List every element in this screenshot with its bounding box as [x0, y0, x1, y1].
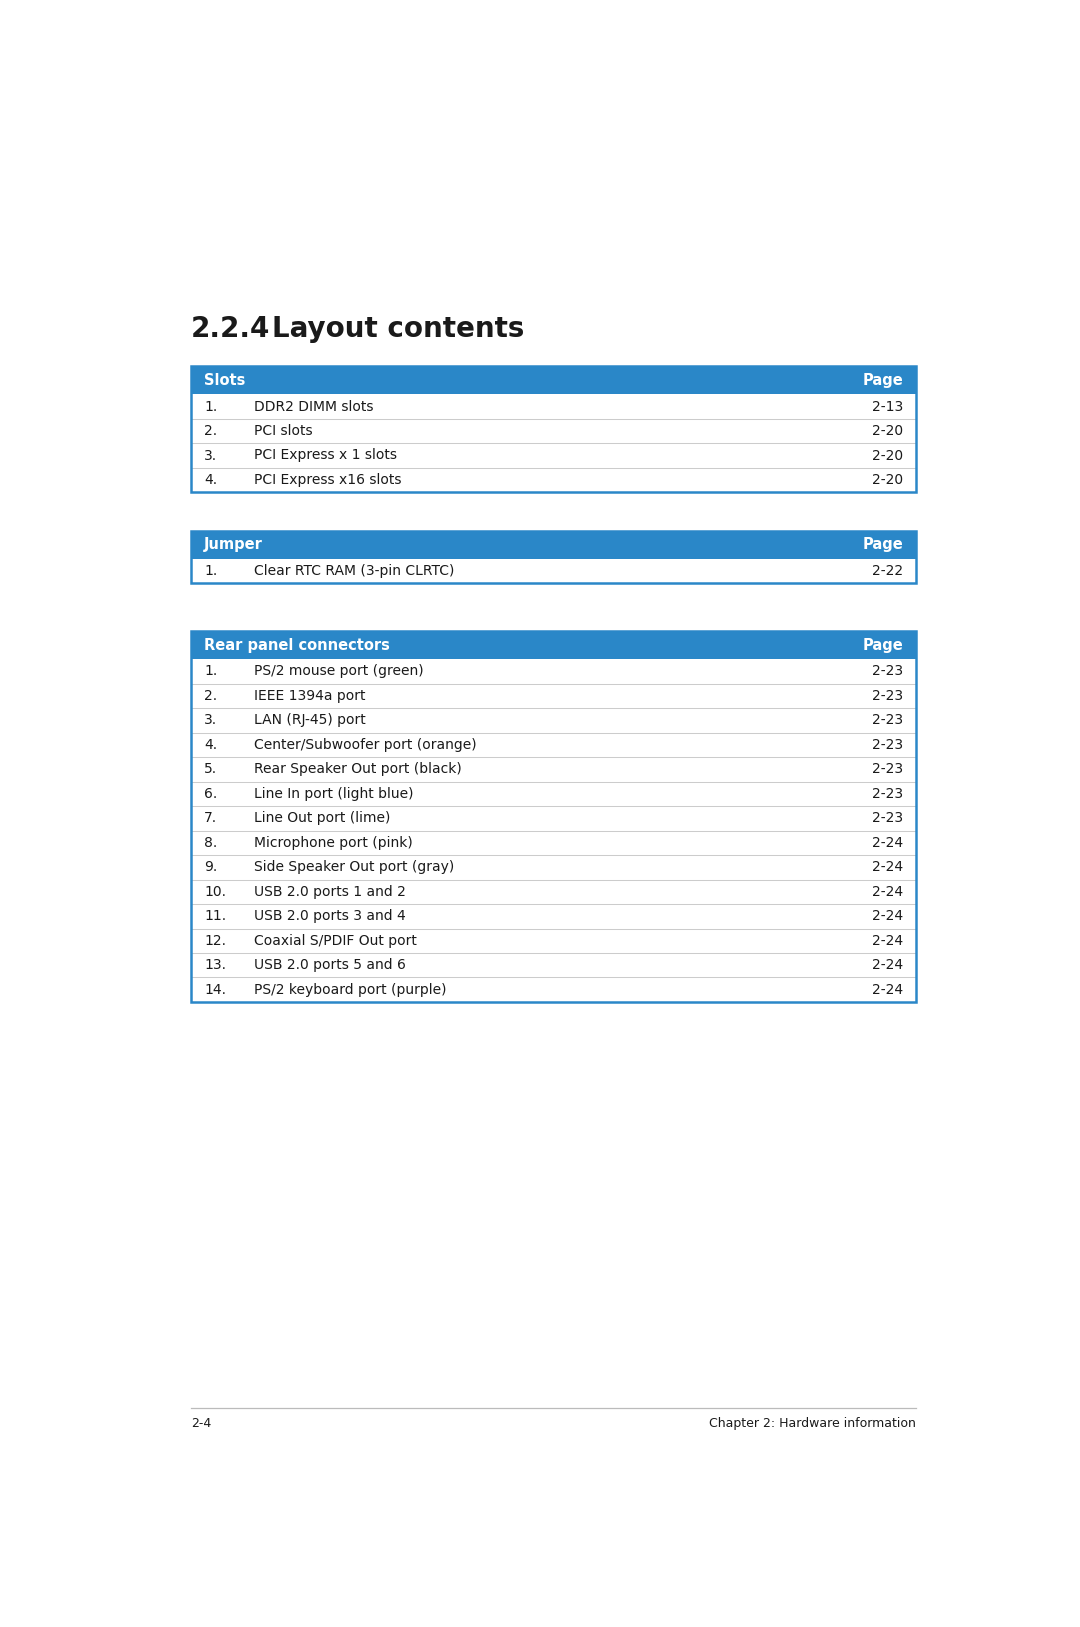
Text: 2-20: 2-20: [872, 449, 903, 462]
Text: 2-23: 2-23: [872, 713, 903, 727]
Text: Page: Page: [862, 373, 903, 387]
Text: 2-24: 2-24: [872, 958, 903, 973]
Text: 1.: 1.: [204, 400, 217, 413]
Text: 2-13: 2-13: [872, 400, 903, 413]
Bar: [191, 631, 916, 659]
Text: 3.: 3.: [204, 449, 217, 462]
Text: 2-4: 2-4: [191, 1417, 211, 1430]
Text: USB 2.0 ports 1 and 2: USB 2.0 ports 1 and 2: [255, 885, 406, 898]
Text: 2-23: 2-23: [872, 763, 903, 776]
Bar: [191, 631, 916, 1002]
Text: Line In port (light blue): Line In port (light blue): [255, 787, 414, 800]
Bar: [191, 366, 916, 493]
Text: PCI Express x 1 slots: PCI Express x 1 slots: [255, 449, 397, 462]
Text: 2-22: 2-22: [872, 565, 903, 578]
Text: PS/2 keyboard port (purple): PS/2 keyboard port (purple): [255, 983, 447, 997]
Text: 2.: 2.: [204, 425, 217, 438]
Text: Page: Page: [862, 638, 903, 652]
Text: 2.: 2.: [204, 688, 217, 703]
Text: 2-24: 2-24: [872, 934, 903, 949]
Text: LAN (RJ-45) port: LAN (RJ-45) port: [255, 713, 366, 727]
Text: 2.2.4: 2.2.4: [191, 314, 270, 343]
Bar: [191, 366, 916, 493]
Text: 2-23: 2-23: [872, 688, 903, 703]
Bar: [191, 530, 916, 584]
Text: 2-23: 2-23: [872, 787, 903, 800]
Text: 2-23: 2-23: [872, 812, 903, 825]
Text: Center/Subwoofer port (orange): Center/Subwoofer port (orange): [255, 739, 477, 752]
Text: Rear Speaker Out port (black): Rear Speaker Out port (black): [255, 763, 462, 776]
Text: 1.: 1.: [204, 664, 217, 678]
Text: 5.: 5.: [204, 763, 217, 776]
Text: Chapter 2: Hardware information: Chapter 2: Hardware information: [710, 1417, 916, 1430]
Text: 2-20: 2-20: [872, 473, 903, 486]
Text: Page: Page: [862, 537, 903, 552]
Text: 2-23: 2-23: [872, 739, 903, 752]
Text: 7.: 7.: [204, 812, 217, 825]
Text: 1.: 1.: [204, 565, 217, 578]
Text: Slots: Slots: [204, 373, 245, 387]
Text: 4.: 4.: [204, 739, 217, 752]
Bar: [191, 530, 916, 584]
Text: 2-24: 2-24: [872, 861, 903, 874]
Text: USB 2.0 ports 5 and 6: USB 2.0 ports 5 and 6: [255, 958, 406, 973]
Text: 2-24: 2-24: [872, 885, 903, 898]
Text: 12.: 12.: [204, 934, 226, 949]
Text: Clear RTC RAM (3-pin CLRTC): Clear RTC RAM (3-pin CLRTC): [255, 565, 455, 578]
Text: 10.: 10.: [204, 885, 226, 898]
Text: 2-23: 2-23: [872, 664, 903, 678]
Text: IEEE 1394a port: IEEE 1394a port: [255, 688, 366, 703]
Text: Coaxial S/PDIF Out port: Coaxial S/PDIF Out port: [255, 934, 417, 949]
Text: Microphone port (pink): Microphone port (pink): [255, 836, 414, 849]
Text: Layout contents: Layout contents: [272, 314, 525, 343]
Text: Side Speaker Out port (gray): Side Speaker Out port (gray): [255, 861, 455, 874]
Text: PS/2 mouse port (green): PS/2 mouse port (green): [255, 664, 424, 678]
Text: 6.: 6.: [204, 787, 217, 800]
Bar: [191, 631, 916, 1002]
Text: PCI slots: PCI slots: [255, 425, 313, 438]
Text: 2-24: 2-24: [872, 983, 903, 997]
Text: DDR2 DIMM slots: DDR2 DIMM slots: [255, 400, 374, 413]
Text: 2-24: 2-24: [872, 909, 903, 923]
Bar: [191, 530, 916, 558]
Text: USB 2.0 ports 3 and 4: USB 2.0 ports 3 and 4: [255, 909, 406, 923]
Bar: [191, 366, 916, 394]
Text: 2-24: 2-24: [872, 836, 903, 849]
Text: 8.: 8.: [204, 836, 217, 849]
Text: 14.: 14.: [204, 983, 226, 997]
Text: 11.: 11.: [204, 909, 226, 923]
Text: 9.: 9.: [204, 861, 217, 874]
Text: 2-20: 2-20: [872, 425, 903, 438]
Text: PCI Express x16 slots: PCI Express x16 slots: [255, 473, 402, 486]
Text: Jumper: Jumper: [204, 537, 262, 552]
Text: 3.: 3.: [204, 713, 217, 727]
Text: 4.: 4.: [204, 473, 217, 486]
Text: Rear panel connectors: Rear panel connectors: [204, 638, 390, 652]
Text: Line Out port (lime): Line Out port (lime): [255, 812, 391, 825]
Text: 13.: 13.: [204, 958, 226, 973]
